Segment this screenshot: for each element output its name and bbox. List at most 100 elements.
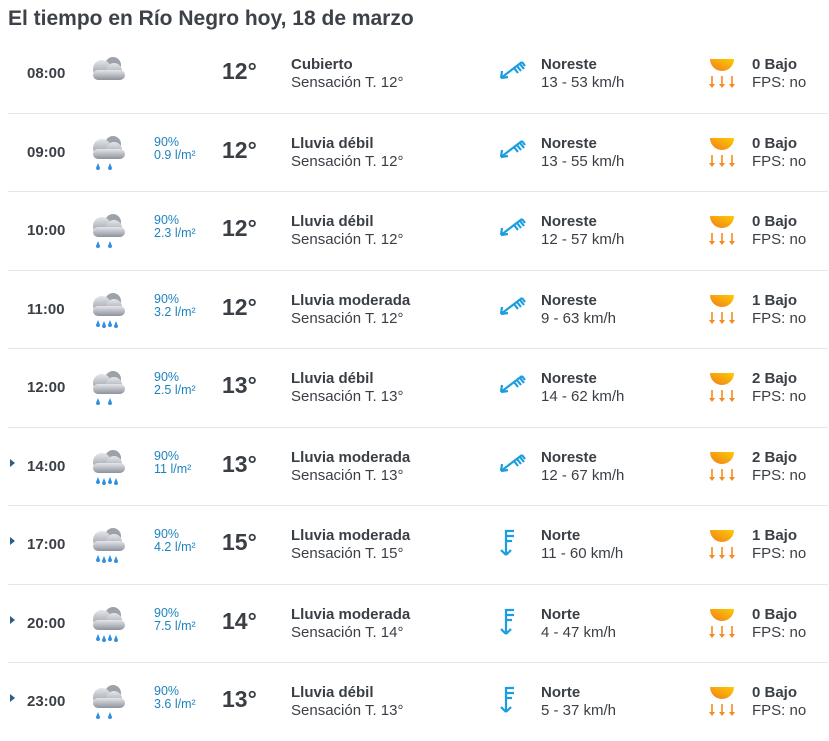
expand-caret-icon[interactable] [10,694,15,702]
wind-northeast-icon [498,450,528,479]
precip-amount: 0.9 l/m² [154,147,196,162]
forecast-row: 12:00 90% 2.5 l/m² 13° Lluvia débil Sensac… [8,349,828,428]
precipitation: 90% 7.5 l/m² [154,605,196,633]
condition: Lluvia moderada Sensación T. 15° [291,527,410,563]
feels-like: Sensación T. 12° [291,309,404,327]
uv-index: 1 Bajo FPS: no [752,527,806,563]
forecast-row[interactable]: 14:00 90% 11 l/m² 13° Lluvia moderada Sens… [8,428,828,506]
wind-speed: 11 - 60 km/h [541,545,624,562]
precip-amount: 4.2 l/m² [154,540,196,554]
heavy-rain-cloud-icon [88,526,128,571]
precip-probability: 90% [154,291,180,306]
hour: 14:00 [27,457,66,475]
precipitation: 90% 0.9 l/m² [154,135,196,162]
condition: Lluvia moderada Sensación T. 12° [291,292,410,328]
condition-label: Lluvia débil [291,134,374,152]
precip-probability: 90% [154,370,180,384]
overcast-cloud-icon [88,55,128,100]
feels-like: Sensación T. 12° [291,231,404,248]
uv-index: 0 Bajo FPS: no [752,684,806,720]
hour: 08:00 [27,65,66,82]
forecast-row[interactable]: 23:00 90% 3.6 l/m² 13° Lluvia débil Sensac… [8,663,828,741]
expand-caret-icon[interactable] [10,615,15,624]
hour: 17:00 [27,536,66,553]
forecast-row: 09:00 90% 0.9 l/m² 12° Lluvia débil Sensac… [8,114,828,192]
temperature: 14° [222,607,257,634]
fps: FPS: no [752,74,807,91]
wind-speed: 9 - 63 km/h [541,309,617,327]
forecast-row[interactable]: 17:00 90% 4.2 l/m² 15° Lluvia moderada Sen… [8,506,828,585]
feels-like: Sensación T. 15° [291,545,404,562]
wind: Noreste 13 - 55 km/h [541,135,624,171]
precip-probability: 90% [154,684,180,698]
wind-north-icon [498,607,518,642]
fps: FPS: no [752,702,807,719]
temperature: 15° [222,529,257,555]
wind-direction: Noreste [541,448,597,466]
condition-label: Lluvia débil [291,370,374,387]
uv-sun-icon [708,448,736,489]
uv-sun-icon [708,683,736,724]
precipitation: 90% 11 l/m² [154,449,192,476]
rain-cloud-icon [88,134,128,179]
expand-caret-icon[interactable] [10,458,15,467]
expand-caret-icon[interactable] [10,537,15,545]
wind-direction: Norte [541,605,581,623]
uv-sun-icon [708,526,736,567]
uv-sun-icon [708,55,736,96]
wind: Noreste 9 - 63 km/h [541,292,616,328]
precip-amount: 11 l/m² [154,461,192,476]
uv-value: 0 Bajo [752,56,798,73]
wind: Norte 11 - 60 km/h [541,527,623,563]
uv-value: 1 Bajo [752,291,798,309]
wind-north-icon [498,685,518,720]
precipitation: 90% 3.6 l/m² [154,685,196,711]
uv-index: 0 Bajo FPS: no [752,56,806,92]
precipitation: 90% 3.2 l/m² [154,291,196,319]
hour: 23:00 [27,693,66,710]
wind-speed: 12 - 57 km/h [541,231,625,248]
forecast-row[interactable]: 20:00 90% 7.5 l/m² 14° Lluvia moderada Sen… [8,585,828,663]
precip-probability: 90% [154,527,180,541]
uv-value: 0 Bajo [752,605,798,623]
uv-index: 2 Bajo FPS: no [752,370,806,406]
uv-sun-icon [708,369,736,410]
wind-direction: Noreste [541,213,597,230]
condition: Lluvia débil Sensación T. 12° [291,135,403,171]
page-title: El tiempo en Río Negro hoy, 18 de marzo [8,7,414,30]
hour: 20:00 [27,614,66,632]
uv-index: 0 Bajo FPS: no [752,606,806,642]
feels-like: Sensación T. 14° [291,623,404,641]
condition-label: Lluvia débil [291,684,374,701]
feels-like: Sensación T. 13° [291,466,404,484]
hour: 10:00 [27,222,66,239]
hour: 12:00 [27,379,66,396]
temperature: 13° [222,450,257,477]
precip-amount: 3.2 l/m² [154,304,196,319]
condition-label: Lluvia débil [291,213,374,230]
forecast-row: 10:00 90% 2.3 l/m² 12° Lluvia débil Sensac… [8,192,828,271]
wind-north-icon [498,528,518,563]
wind-northeast-icon [498,214,528,243]
temperature: 12° [222,215,257,241]
uv-value: 0 Bajo [752,684,798,701]
uv-index: 0 Bajo FPS: no [752,135,806,171]
wind-direction: Noreste [541,56,597,73]
precipitation: 90% 2.3 l/m² [154,214,196,240]
feels-like: Sensación T. 12° [291,74,404,91]
precip-probability: 90% [154,605,180,620]
uv-value: 2 Bajo [752,370,798,387]
uv-index: 0 Bajo FPS: no [752,213,806,249]
uv-sun-icon [708,212,736,253]
uv-index: 2 Bajo FPS: no [752,449,806,485]
heavy-rain-cloud-icon [88,448,128,493]
uv-sun-icon [708,605,736,646]
uv-value: 2 Bajo [752,448,798,466]
fps: FPS: no [752,231,807,248]
rain-cloud-icon [88,369,128,414]
uv-sun-icon [708,291,736,332]
temperature: 13° [222,686,257,712]
wind: Norte 4 - 47 km/h [541,606,616,642]
temperature: 13° [222,372,257,398]
wind-speed: 14 - 62 km/h [541,388,625,405]
